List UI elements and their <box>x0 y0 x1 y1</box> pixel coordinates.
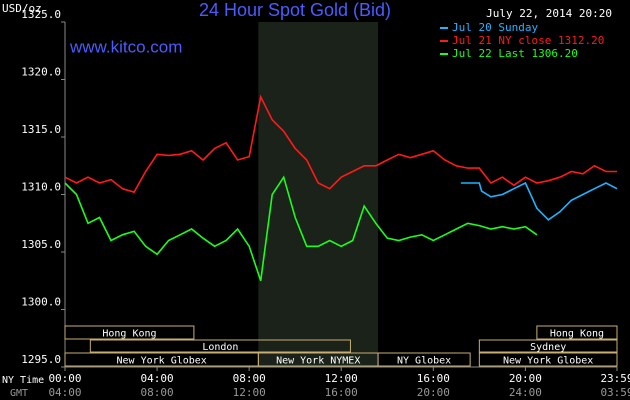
y-tick-label: 1320.0 <box>21 66 61 79</box>
x2-tick-label: 16:00 <box>325 386 358 399</box>
x-tick-label: 00:00 <box>48 372 81 385</box>
legend-label: Jul 21 NY close 1312.20 <box>452 34 604 47</box>
x-tick-label: 20:00 <box>509 372 542 385</box>
y-tick-label: 1295.0 <box>21 353 61 366</box>
y-tick-label: 1315.0 <box>21 123 61 136</box>
y-tick-label: 1325.0 <box>21 8 61 21</box>
x-tick-label: 08:00 <box>233 372 266 385</box>
session-label: New York Globex <box>117 356 207 367</box>
price-line <box>64 94 617 194</box>
session-label: Hong Kong <box>550 329 604 340</box>
legend-label: Jul 20 Sunday <box>452 21 538 34</box>
x2-tick-label: 24:00 <box>509 386 542 399</box>
session-box <box>536 325 618 340</box>
session-box <box>89 339 351 353</box>
session-box <box>64 325 195 340</box>
price-line <box>64 175 538 282</box>
session-box <box>478 352 618 367</box>
site-label: www.kitco.com <box>69 37 182 56</box>
shaded-range <box>258 22 379 367</box>
x-axis-label: NY Time <box>2 375 44 386</box>
timestamp: July 22, 2014 20:20 <box>486 7 612 20</box>
session-label: Sydney <box>530 342 566 353</box>
session-box <box>478 339 618 353</box>
session-label: New York NYMEX <box>276 356 360 367</box>
session-box <box>377 352 471 367</box>
x2-tick-label: 04:00 <box>48 386 81 399</box>
y-axis-label: USD/oz <box>2 2 42 15</box>
x2-tick-label: 20:00 <box>417 386 450 399</box>
x2-tick-label: 12:00 <box>233 386 266 399</box>
x2-tick-label: 08:00 <box>141 386 174 399</box>
x-tick-label: 04:00 <box>141 372 174 385</box>
x-tick-label: 12:00 <box>325 372 358 385</box>
x2-axis-label: GMT <box>10 388 28 399</box>
session-label: Hong Kong <box>102 329 156 340</box>
y-tick-label: 1305.0 <box>21 238 61 251</box>
chart-title: 24 Hour Spot Gold (Bid) <box>199 0 391 20</box>
x-tick-label: 16:00 <box>417 372 450 385</box>
session-label: New York Globex <box>503 356 593 367</box>
price-line <box>460 181 618 221</box>
legend-label: Jul 22 Last 1306.20 <box>452 47 578 60</box>
y-tick-label: 1300.0 <box>21 296 61 309</box>
x-tick-label: 23:59 <box>600 372 630 385</box>
x2-tick-label: 03:59 <box>600 386 630 399</box>
session-label: London <box>202 342 238 353</box>
session-label: NY Globex <box>397 356 451 367</box>
y-tick-label: 1310.0 <box>21 181 61 194</box>
